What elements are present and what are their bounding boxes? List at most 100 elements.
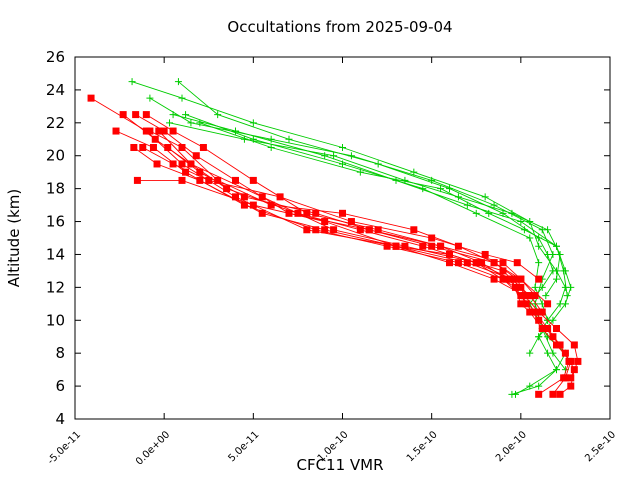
data-point (356, 168, 364, 176)
data-point (169, 127, 177, 135)
data-point (223, 185, 231, 193)
data-point (526, 308, 534, 316)
data-point (142, 127, 150, 135)
data-point (499, 275, 507, 283)
data-point (508, 209, 516, 217)
data-point (160, 127, 168, 135)
y-tick-label: 18 (46, 180, 65, 198)
data-point (472, 209, 480, 217)
data-point (330, 226, 338, 234)
data-point (490, 275, 498, 283)
data-point (531, 292, 539, 300)
y-tick-label: 8 (55, 344, 65, 362)
data-point (549, 250, 557, 258)
data-point (567, 374, 575, 382)
data-point (347, 218, 355, 226)
data-point (128, 78, 136, 86)
data-point (232, 127, 239, 135)
data-point (542, 292, 550, 300)
data-point (446, 259, 453, 267)
data-point (199, 144, 207, 151)
data-point (240, 201, 248, 209)
data-point (531, 283, 539, 291)
data-point (182, 168, 190, 176)
data-point (556, 250, 564, 258)
data-point (419, 242, 427, 250)
data-point (428, 176, 436, 184)
data-point (526, 382, 534, 390)
data-point (556, 341, 564, 349)
data-point (321, 152, 329, 160)
x-axis-label: CFC11 VMR (296, 456, 383, 474)
data-point (561, 349, 569, 357)
data-point (178, 160, 186, 168)
data-point (549, 349, 557, 357)
profile-line (185, 114, 549, 321)
data-point (526, 292, 534, 300)
data-point (513, 259, 521, 267)
data-point (549, 267, 557, 275)
y-tick-label: 6 (55, 377, 65, 395)
data-point (182, 111, 190, 119)
data-point (139, 144, 147, 151)
data-point (356, 226, 364, 234)
x-tick-label: 1.5e-10 (405, 429, 440, 464)
y-tick-label: 16 (46, 213, 65, 231)
data-point (526, 234, 534, 242)
data-point (517, 283, 525, 291)
x-tick-label: 5.0e-11 (227, 429, 262, 464)
data-point (463, 259, 471, 267)
data-point (538, 325, 546, 332)
data-point (517, 275, 525, 283)
x-tick-label: -5.0e-11 (46, 429, 83, 466)
data-point (520, 292, 528, 300)
data-point (531, 308, 539, 316)
data-point (205, 176, 213, 184)
data-point (553, 341, 560, 349)
data-point (178, 144, 186, 151)
data-point (563, 292, 571, 300)
data-point (522, 300, 530, 308)
data-point (553, 275, 560, 283)
data-point (499, 267, 507, 275)
data-point (511, 390, 519, 398)
data-point (428, 234, 436, 242)
y-tick-label: 20 (46, 147, 65, 165)
data-point (535, 308, 543, 316)
series-red-square (87, 94, 582, 398)
profile-line (135, 114, 579, 379)
data-point (560, 267, 568, 275)
series-layer (87, 78, 582, 398)
data-point (321, 226, 329, 234)
data-point (499, 259, 507, 267)
data-point (258, 209, 266, 217)
data-point (520, 226, 528, 234)
data-point (133, 176, 141, 184)
data-point (169, 111, 177, 119)
data-point (169, 160, 177, 168)
data-point (192, 152, 200, 160)
data-point (517, 292, 525, 300)
data-point (454, 259, 462, 267)
data-point (490, 259, 498, 267)
data-point (303, 226, 311, 234)
data-point (567, 382, 575, 390)
data-point (187, 119, 195, 127)
data-point (112, 127, 120, 135)
data-point (535, 242, 543, 250)
data-point (178, 176, 186, 184)
data-point (538, 308, 546, 316)
profile-line (169, 122, 561, 296)
data-point (166, 119, 174, 127)
data-point (347, 152, 355, 160)
data-point (526, 349, 534, 357)
x-axis-ticks: -5.0e-11 0.0e+00 5.0e-11 1.0e-10 1.5e-10 2.0e… (46, 57, 618, 468)
data-point (446, 250, 453, 258)
data-point (174, 78, 182, 86)
data-point (142, 111, 150, 119)
data-point (517, 218, 525, 226)
data-point (267, 135, 275, 143)
data-point (485, 209, 493, 217)
data-point (401, 242, 409, 250)
